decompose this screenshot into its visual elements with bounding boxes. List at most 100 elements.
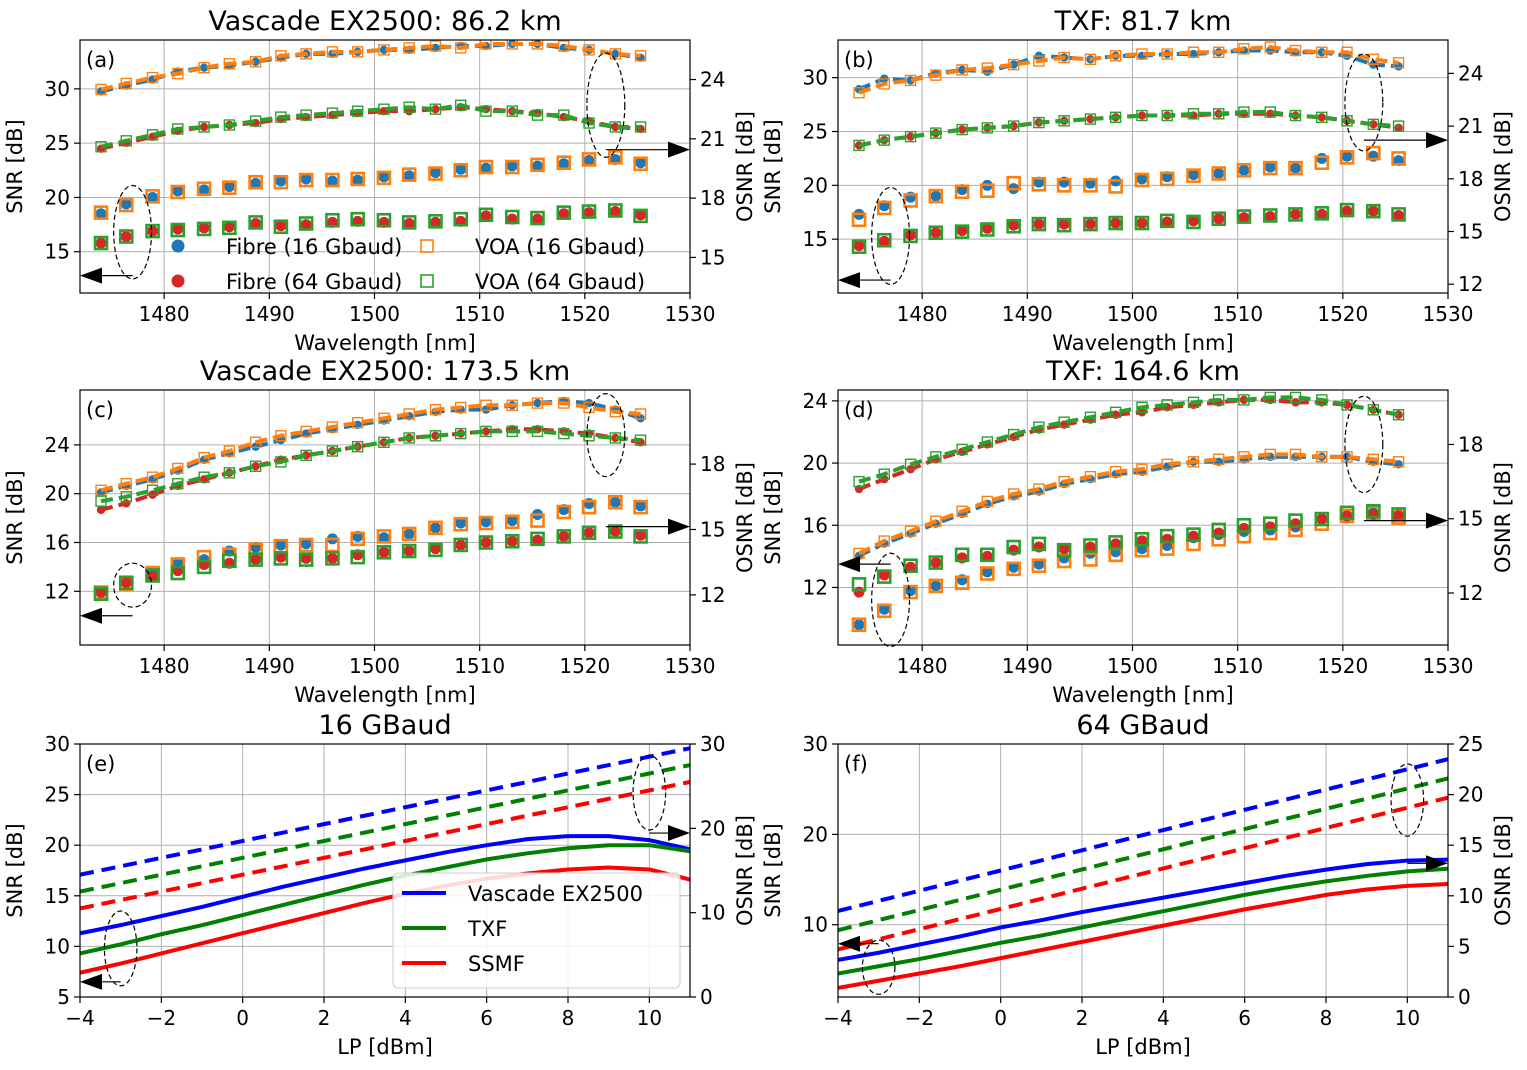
osnr-line-voa-64-gbaud- [858,395,1399,484]
snr-point [853,619,865,631]
y-tick-label: 12 [803,575,828,599]
osnr-point [1341,46,1353,58]
osnr-point [1033,116,1045,129]
snr-point [608,524,623,539]
panel-title: Vascade EX2500: 86.2 km [208,6,561,37]
snr-point [1136,217,1148,229]
data-layer [93,396,648,602]
snr-point [1186,214,1201,230]
osnr-point [429,403,442,416]
osnr-line-txf [80,763,690,894]
snr-point [878,603,890,615]
snr-line-vascade-ex2500 [80,834,690,936]
snr-point [403,218,415,230]
osnr-point [403,101,415,113]
osnr-point [251,462,260,471]
osnr-point [120,478,132,490]
snr-point [1006,539,1021,555]
osnr-point [1289,44,1302,57]
osnr-point [198,451,210,464]
osnr-point [1161,458,1173,470]
osnr-line-fibre-64-gbaud- [858,397,1399,491]
osnr-point [853,475,865,488]
snr-point [1056,178,1072,193]
osnr-point [455,99,467,111]
legend-label: Fibre (64 Gbaud) [226,270,402,294]
snr-point [147,191,159,203]
snr-point [147,225,159,237]
y-axis-label: SNR [dB] [3,119,27,213]
plot-frame [837,743,1449,998]
osnr-point [1213,46,1225,58]
snr-point [95,237,107,249]
snr-point [530,210,545,226]
plot-frame [79,743,691,998]
snr-point [878,235,890,247]
snr-point [401,543,417,559]
y2-tick-label: 18 [1458,167,1483,191]
snr-point [1211,522,1227,538]
osnr-point [558,427,570,440]
snr-point [1316,208,1328,220]
snr-point [196,559,212,575]
osnr-point [1289,391,1302,404]
y2-tick-label: 20 [700,816,725,840]
annotation-ellipse [871,552,911,648]
osnr-point [326,421,339,433]
osnr-point [1392,456,1405,468]
osnr-point [378,103,390,115]
x-tick-label: 10 [1395,1006,1420,1030]
legend-marker [420,274,434,288]
snr-point [95,587,107,599]
x-tick-label: 1510 [1212,654,1263,678]
x-tick-label: 1500 [1107,654,1158,678]
annotation-left [838,186,911,289]
osnr-point [930,515,942,527]
osnr-point [1109,111,1122,124]
annotation-ellipse [871,186,911,285]
snr-point [1033,558,1045,570]
y2-tick-label: 15 [700,245,725,269]
data-layer [80,746,690,975]
annotation-right [632,754,690,842]
snr-point [120,231,132,243]
y-tick-label: 10 [45,934,70,958]
snr-point [1366,503,1381,519]
osnr-point [1316,394,1328,406]
snr-point [95,208,107,220]
snr-line-txf [80,843,690,956]
snr-point [954,547,970,563]
osnr-point [326,107,339,119]
snr-point [300,219,312,231]
osnr-point [1341,399,1353,411]
snr-point [1006,175,1021,191]
legend-label: TXF [467,917,507,941]
snr-point [250,177,262,189]
osnr-point [506,425,518,438]
snr-point [298,216,314,231]
x-axis-label: Wavelength [nm] [294,331,475,355]
snr-point [376,529,392,544]
legend: Vascade EX2500 TXF SSMF [392,872,681,989]
snr-point [93,235,109,251]
snr-point [506,160,518,172]
osnr-point [172,478,184,490]
osnr-point [351,416,364,429]
osnr-point [930,127,942,139]
snr-point [300,552,312,564]
legend-marker [420,239,434,253]
osnr-point [853,87,865,99]
panel-tag: (c) [86,398,114,422]
osnr-point [1238,43,1250,55]
x-tick-label: 6 [480,1006,493,1030]
panel-title: 16 GBaud [318,710,451,741]
snr-point [401,526,417,542]
snr-point [1187,215,1199,227]
osnr-point [531,397,544,409]
snr-point [250,218,262,230]
snr-point [1186,527,1201,542]
legend-marker [171,239,185,253]
x-tick-label: −4 [65,1006,94,1030]
osnr-point [981,436,994,448]
snr-point [635,500,647,512]
